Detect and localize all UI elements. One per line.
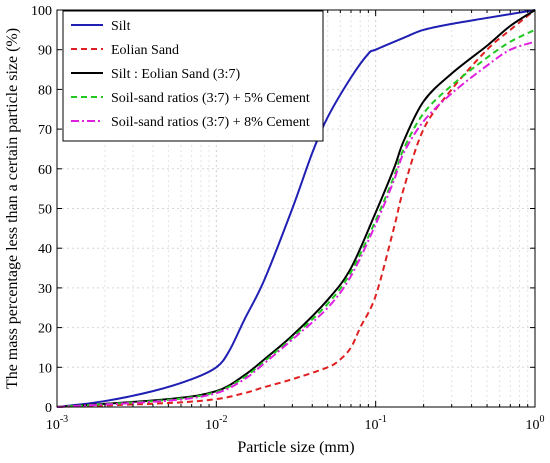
- y-tick-label: 70: [38, 123, 52, 138]
- legend-box: [62, 10, 324, 142]
- y-tick-label: 40: [38, 242, 52, 257]
- y-tick-label: 90: [38, 44, 52, 59]
- y-tick-label: 60: [38, 163, 52, 178]
- x-tick-label: 10-3: [46, 414, 68, 433]
- x-tick-label: 10-2: [205, 414, 227, 433]
- series-line-0: [56, 9, 536, 408]
- x-tick-labels: 10-3 10-2 10-1 100: [46, 414, 545, 433]
- y-tick-labels: 0 10 20 30 40 50 60 70 80 90 100: [31, 4, 52, 416]
- legend: Silt Eolian Sand Silt : Eolian Sand (3:7) S…: [62, 10, 324, 142]
- y-tick-label: 80: [38, 83, 52, 98]
- legend-label: Silt: [111, 19, 131, 34]
- series-lines: [56, 9, 536, 408]
- series-line-1: [56, 9, 536, 408]
- legend-label: Soil-sand ratios (3:7) + 8% Cement: [111, 115, 310, 130]
- y-axis-label: The mass percentage less than a certain …: [4, 28, 21, 389]
- legend-label: Soil-sand ratios (3:7) + 5% Cement: [111, 91, 310, 106]
- y-tick-label: 0: [45, 401, 52, 416]
- legend-label: Silt : Eolian Sand (3:7): [111, 67, 240, 82]
- y-tick-label: 100: [31, 4, 52, 19]
- series-line-4: [56, 40, 536, 408]
- x-tick-label: 100: [526, 414, 545, 433]
- x-tick-label: 10-1: [364, 414, 386, 433]
- x-axis-label: Particle size (mm): [237, 439, 354, 456]
- series-line-2: [56, 9, 536, 408]
- legend-label: Eolian Sand: [111, 43, 179, 58]
- y-tick-label: 20: [38, 322, 52, 337]
- y-tick-label: 30: [38, 282, 52, 297]
- y-tick-label: 10: [38, 361, 52, 376]
- y-tick-label: 50: [38, 203, 52, 218]
